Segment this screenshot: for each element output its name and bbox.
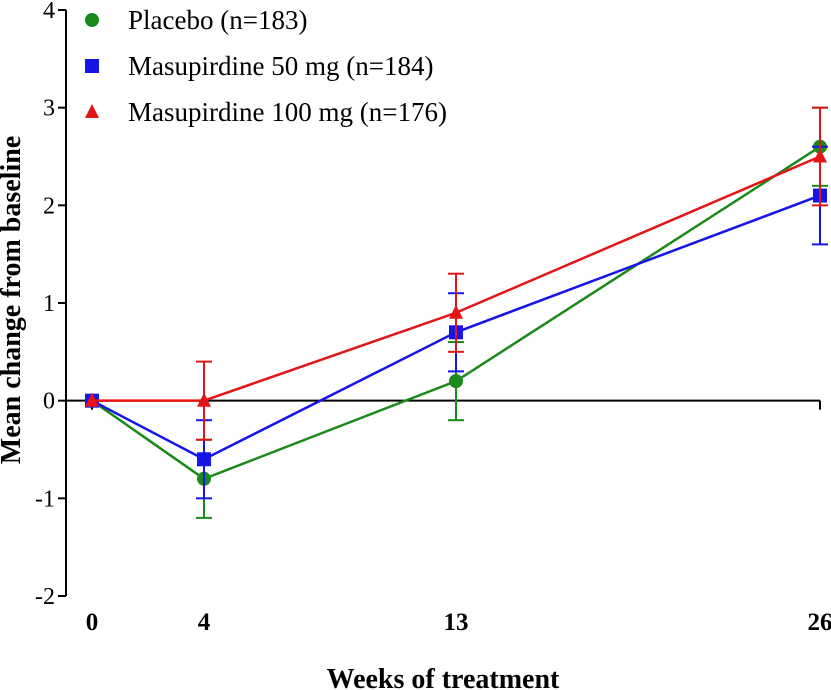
x-tick-label: 26 bbox=[808, 609, 831, 636]
y-tick-label: 4 bbox=[43, 0, 55, 24]
circle-marker bbox=[85, 13, 99, 27]
square-marker bbox=[197, 452, 211, 467]
series-line bbox=[92, 155, 821, 402]
y-tick-label: -2 bbox=[35, 584, 55, 610]
y-tick-label: -1 bbox=[35, 486, 55, 512]
y-axis-title: Mean change from baseline bbox=[0, 136, 27, 464]
legend-label: Masupirdine 50 mg (n=184) bbox=[128, 51, 433, 81]
y-tick-label: 1 bbox=[43, 291, 55, 317]
series-layer bbox=[85, 106, 828, 519]
triangle-marker bbox=[85, 103, 99, 119]
legend-item: Masupirdine 100 mg (n=176) bbox=[85, 97, 447, 127]
series-line bbox=[91, 194, 821, 461]
y-tick-label: 2 bbox=[43, 193, 55, 219]
legend: Placebo (n=183) Masupirdine 50 mg (n=184)… bbox=[85, 5, 447, 127]
triangle-marker bbox=[449, 304, 463, 319]
legend-item: Masupirdine 50 mg (n=184) bbox=[85, 51, 433, 81]
triangle-marker bbox=[813, 148, 827, 163]
circle-marker bbox=[449, 374, 463, 389]
legend-item: Placebo (n=183) bbox=[85, 5, 307, 35]
y-tick-label: 3 bbox=[43, 96, 55, 122]
x-tick-label: 0 bbox=[86, 609, 99, 636]
x-axis-title: Weeks of treatment bbox=[327, 664, 560, 690]
axes: -2 -1 0 1 2 3 4 0 4 13 26 bbox=[35, 0, 831, 636]
square-marker bbox=[85, 59, 99, 73]
legend-label: Masupirdine 100 mg (n=176) bbox=[128, 97, 447, 127]
triangle-marker bbox=[85, 392, 99, 407]
series-3 bbox=[85, 106, 828, 441]
x-tick-label: 13 bbox=[444, 609, 469, 636]
x-tick-label: 4 bbox=[198, 609, 211, 636]
legend-label: Placebo (n=183) bbox=[128, 5, 307, 35]
y-tick-label: 0 bbox=[43, 389, 55, 415]
triangle-marker bbox=[197, 392, 211, 407]
